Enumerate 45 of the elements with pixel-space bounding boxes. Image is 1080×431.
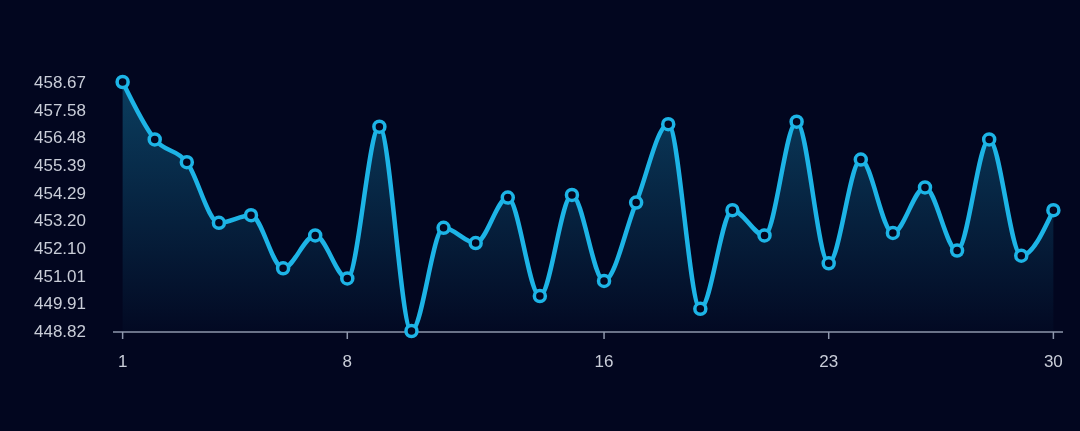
point	[211, 215, 227, 231]
point	[500, 190, 516, 205]
point	[564, 187, 580, 203]
point	[340, 271, 355, 286]
point	[853, 152, 869, 167]
y-tick-label: 455.39	[34, 155, 86, 175]
point	[917, 180, 933, 195]
point	[949, 243, 965, 258]
point	[757, 228, 772, 243]
point	[693, 301, 708, 316]
point	[596, 273, 612, 289]
point	[147, 132, 162, 147]
y-tick-label: 452.10	[34, 239, 86, 259]
y-tick-label: 453.20	[34, 211, 86, 231]
point	[404, 323, 419, 339]
x-tick-label: 8	[342, 352, 353, 371]
y-tick-label: 457.58	[34, 100, 86, 120]
y-tick-label: 449.91	[34, 294, 86, 314]
point	[660, 116, 676, 132]
x-tick-label: 23	[819, 352, 839, 371]
y-tick-label: 448.82	[34, 321, 86, 341]
point	[821, 256, 836, 271]
point	[981, 132, 997, 147]
point	[243, 207, 259, 223]
point	[436, 220, 451, 236]
point	[1046, 202, 1061, 218]
point	[628, 195, 644, 210]
point	[1014, 248, 1029, 263]
point	[115, 74, 130, 90]
point	[179, 154, 195, 170]
y-tick-label: 451.01	[34, 266, 86, 286]
point	[725, 202, 740, 218]
point	[532, 288, 548, 304]
point	[275, 261, 291, 276]
point	[468, 235, 483, 251]
point	[372, 119, 387, 134]
point	[885, 225, 901, 241]
point	[789, 114, 804, 129]
x-tick-label: 30	[1043, 352, 1063, 371]
y-tick-label: 454.29	[34, 183, 86, 203]
x-tick-label: 16	[594, 352, 614, 371]
point	[307, 228, 323, 243]
x-tick-label: 1	[117, 352, 128, 371]
y-tick-label: 456.48	[34, 128, 86, 148]
y-tick-label: 458.67	[34, 72, 86, 92]
